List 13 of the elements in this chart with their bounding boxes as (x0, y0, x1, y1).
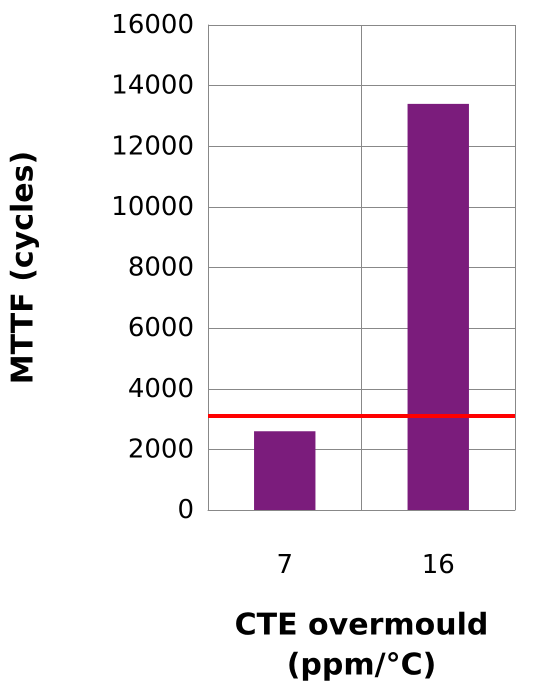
y-tick-label: 4000 (128, 374, 194, 404)
x-axis-title: CTE overmould (ppm/°C) (234, 608, 488, 682)
y-tick-label: 6000 (128, 313, 194, 344)
y-tick-label: 10000 (111, 192, 194, 222)
y-tick-label: 14000 (111, 70, 194, 101)
y-axis-title: MTTF (cycles) (6, 150, 40, 384)
y-tick-label: 0 (177, 495, 194, 525)
y-tick-label: 8000 (128, 252, 194, 282)
x-tick-label: 7 (276, 550, 294, 580)
x-tick-label: 16 (422, 550, 455, 580)
y-tick-label: 2000 (128, 434, 194, 464)
y-tick-label: 16000 (111, 10, 194, 40)
y-tick-label: 12000 (111, 131, 194, 162)
